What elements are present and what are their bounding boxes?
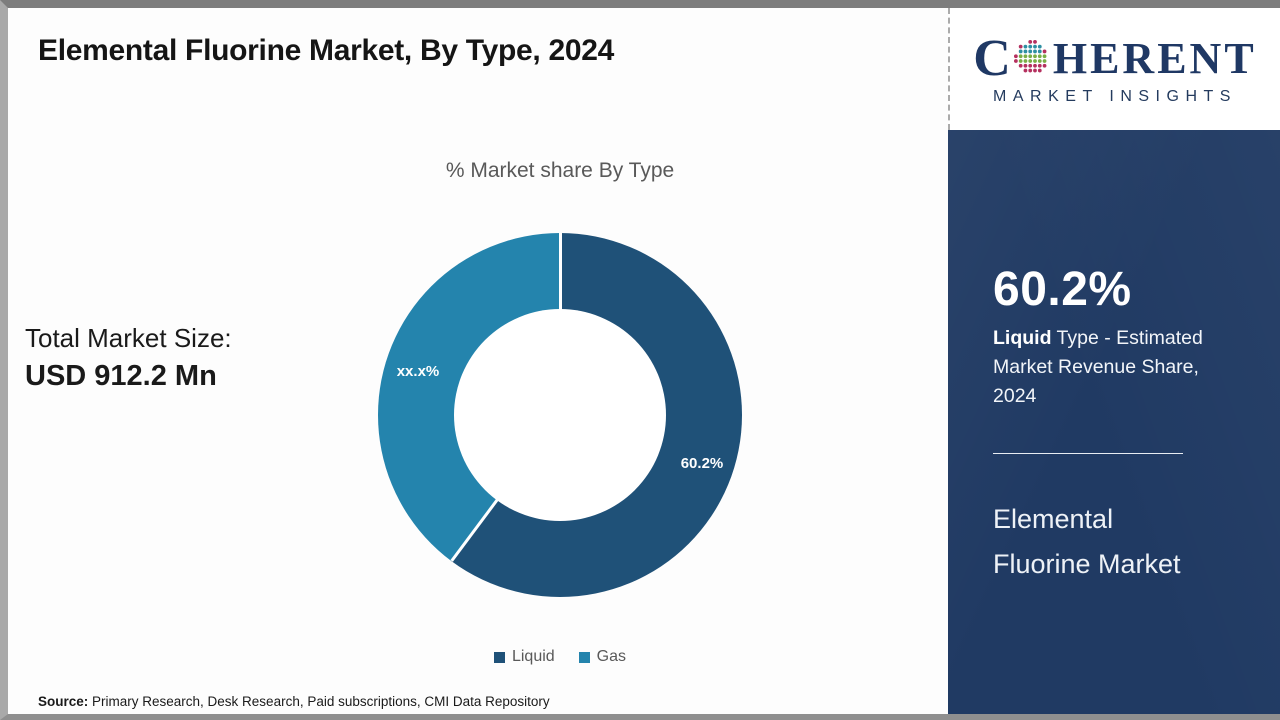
total-market-size-block: Total Market Size: USD 912.2 Mn bbox=[25, 323, 232, 393]
logo-globe-icon bbox=[1012, 38, 1052, 78]
donut-hole bbox=[454, 309, 666, 521]
source-text: Primary Research, Desk Research, Paid su… bbox=[88, 694, 550, 709]
logo-letter-c: C bbox=[973, 29, 1011, 87]
logo-name: HERENT bbox=[1052, 33, 1257, 83]
total-market-size-label: Total Market Size: bbox=[25, 323, 232, 353]
legend-label-liquid: Liquid bbox=[511, 648, 555, 665]
slice-label-gas: xx.x% bbox=[396, 363, 440, 380]
chart-title: % Market share By Type bbox=[445, 159, 675, 182]
total-market-size-value: USD 912.2 Mn bbox=[25, 360, 217, 392]
chart-legend: Liquid Gas bbox=[360, 648, 760, 666]
globe-dots-svg bbox=[1013, 39, 1047, 72]
donut-chart bbox=[378, 233, 742, 597]
sidebar-divider bbox=[993, 453, 1183, 454]
stat-desc-rest: Type - Estimated Market Revenue Share, 2… bbox=[993, 327, 1203, 407]
sidebar-stat-value: 60.2% bbox=[993, 263, 1132, 316]
legend-item-gas: Gas bbox=[578, 648, 627, 666]
legend-item-liquid: Liquid bbox=[493, 648, 555, 666]
stat-desc-bold: Liquid bbox=[993, 327, 1052, 349]
sidebar-stat-description: Liquid Type - Estimated Market Revenue S… bbox=[993, 324, 1238, 411]
footer-source: Source: Primary Research, Desk Research,… bbox=[38, 694, 550, 709]
sidebar-product-title: Elemental Fluorine Market bbox=[993, 504, 1181, 579]
legend-label-gas: Gas bbox=[596, 648, 627, 665]
legend-swatch-gas bbox=[578, 651, 590, 663]
sidebar-panel: 60.2% Liquid Type - Estimated Market Rev… bbox=[948, 130, 1280, 714]
logo-box: C HERENT MARKET INSIGHTS bbox=[948, 8, 1280, 130]
page-title: Elemental Fluorine Market, By Type, 2024 bbox=[38, 34, 614, 67]
legend-swatch-liquid bbox=[493, 651, 505, 663]
source-label: Source: bbox=[38, 694, 89, 709]
slice-label-liquid: 60.2% bbox=[680, 455, 724, 472]
logo-wordmark: C HERENT bbox=[973, 29, 1257, 87]
logo-tagline: MARKET INSIGHTS bbox=[993, 87, 1237, 105]
